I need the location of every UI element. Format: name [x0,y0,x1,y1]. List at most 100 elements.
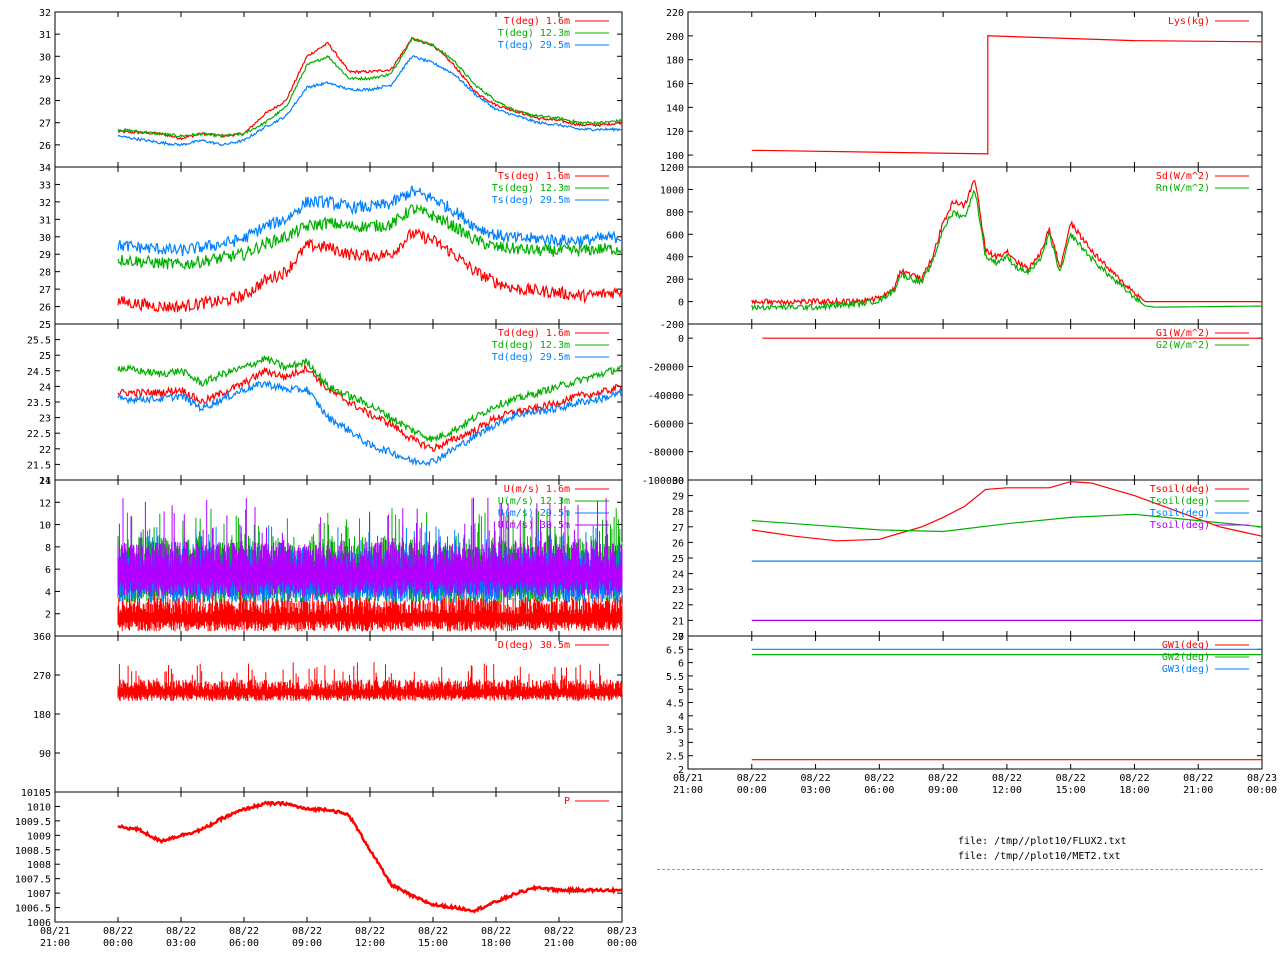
right-x-tick-time: 21:00 [1183,785,1213,796]
left-x-tick-date: 08/22 [103,926,133,937]
y-tick-label: 6.5 [666,645,684,656]
y-tick-label: 10 [39,521,51,532]
y-tick-label: 2.5 [666,752,684,763]
right-x-tick-date: 08/22 [864,773,894,784]
y-tick-label: 1200 [660,163,684,174]
series-green [117,203,623,271]
left-x-tick-date: 08/22 [418,926,448,937]
series-line [117,800,623,914]
series-red [751,480,1263,542]
series-line [751,35,1263,155]
y-top-label: 30 [672,476,684,487]
y-tick-label: 1006 [27,918,51,929]
legend-label: G1(W/m^2) [1156,328,1210,339]
y-tick-label: 26 [672,538,684,549]
right-x-tick-date: 08/22 [1183,773,1213,784]
series-band [117,575,623,632]
series-band [117,497,623,597]
y-tick-label: 1008 [27,860,51,871]
legend-label: U(m/s) 30.5m [498,520,570,531]
series-band [117,662,623,701]
y-tick-label: 180 [33,710,51,721]
left-x-tick-date: 08/22 [229,926,259,937]
y-tick-label: 4 [678,712,684,723]
series-green [117,37,623,138]
y-tick-label: 24.5 [27,367,51,378]
legend-label: Lys(kg) [1168,16,1210,27]
series-line [117,355,623,443]
series-blue [117,185,623,257]
y-tick-label: 4.5 [666,699,684,710]
y-tick-label: 12 [39,498,51,509]
y-tick-label: 220 [666,8,684,19]
panel-wind-dir: 90 180 270 360 D(deg) 30.5m [33,632,623,793]
series-green [751,189,1262,312]
y-tick-label: 200 [666,275,684,286]
y-tick-label: 5.5 [666,672,684,683]
right-x-tick-time: 21:00 [673,785,703,796]
panel-ground-heat: -100000 -80000 -60000 -40000 -20000 0 G1(W/m^2… [642,323,1263,487]
left-x-tick-time: 03:00 [166,938,196,949]
file-flux: file: /tmp//plot10/FLUX2.txt [958,836,1127,847]
series-red [751,180,1262,307]
legend-label: U(m/s) 29.5m [498,508,570,519]
y-tick-label: 32 [39,8,51,19]
y-tick-label: -40000 [648,391,684,402]
right-x-tick-time: 12:00 [992,785,1022,796]
right-x-tick-date: 08/22 [1056,773,1086,784]
plot-frame [687,11,1263,168]
y-tick-label: 29 [672,492,684,503]
series-green [751,513,1263,533]
y-top-label: 10105 [21,788,51,799]
y-tick-label: 2 [678,765,684,776]
separator-line [657,869,1263,870]
legend-label: Tsoil(deg) [1150,508,1210,519]
y-tick-label: -80000 [648,448,684,459]
right-x-tick-time: 06:00 [864,785,894,796]
right-x-tick-date: 08/22 [737,773,767,784]
y-tick-label: 29 [39,250,51,261]
legend-label: Ts(deg) 29.5m [492,195,570,206]
y-tick-label: 1007 [27,889,51,900]
panel-radiation: -200 0 200 400 600 800 1000 1200 Sd(W/m^2)Rn(W/m… [660,163,1263,331]
y-tick-label: 27 [672,523,684,534]
left-x-tick-date: 08/21 [40,926,70,937]
y-tick-label: 0 [678,298,684,309]
y-tick-label: 22.5 [27,429,51,440]
y-tick-label: 21.5 [27,460,51,471]
y-tick-label: 8 [45,543,51,554]
y-tick-label: 23.5 [27,398,51,409]
y-tick-label: 1010 [27,802,51,813]
y-tick-label: 33 [39,180,51,191]
series-red [117,800,623,914]
y-tick-label: 5 [678,685,684,696]
plot-frame [54,791,623,923]
right-x-tick-date: 08/23 [1247,773,1277,784]
y-tick-label: 32 [39,198,51,209]
y-tick-label: 3 [678,738,684,749]
left-x-tick-date: 08/22 [355,926,385,937]
y-tick-label: 28 [672,507,684,518]
left-x-tick-time: 21:00 [40,938,70,949]
panel-pressure: 1006 1006.5 1007 1007.5 1008 1008.5 1009 1009.5… [15,788,623,929]
y-tick-label: 270 [33,671,51,682]
y-tick-label: 25 [39,320,51,331]
panel-gw: 2 2.5 3 3.5 4 4.5 5 5.5 6 6.5 7 GW1(deg)GW2(deg)GW3… [666,632,1263,776]
legend-label: Sd(W/m^2) [1156,171,1210,182]
legend-label: Tsoil(deg) [1150,496,1210,507]
file-met: file: /tmp//plot10/MET2.txt [958,851,1121,862]
y-tick-label: 30 [39,52,51,63]
y-tick-label: 28 [39,97,51,108]
plot-frame [54,635,623,793]
left-x-tick-time: 06:00 [229,938,259,949]
y-tick-label: 400 [666,253,684,264]
y-tick-label: 24 [672,570,684,581]
y-tick-label: 24 [39,382,51,393]
legend-label: T(deg) 1.6m [504,16,570,27]
series-line [117,55,623,147]
series-line [751,180,1262,307]
series-line [117,227,623,313]
y-top-label: 7 [678,632,684,643]
